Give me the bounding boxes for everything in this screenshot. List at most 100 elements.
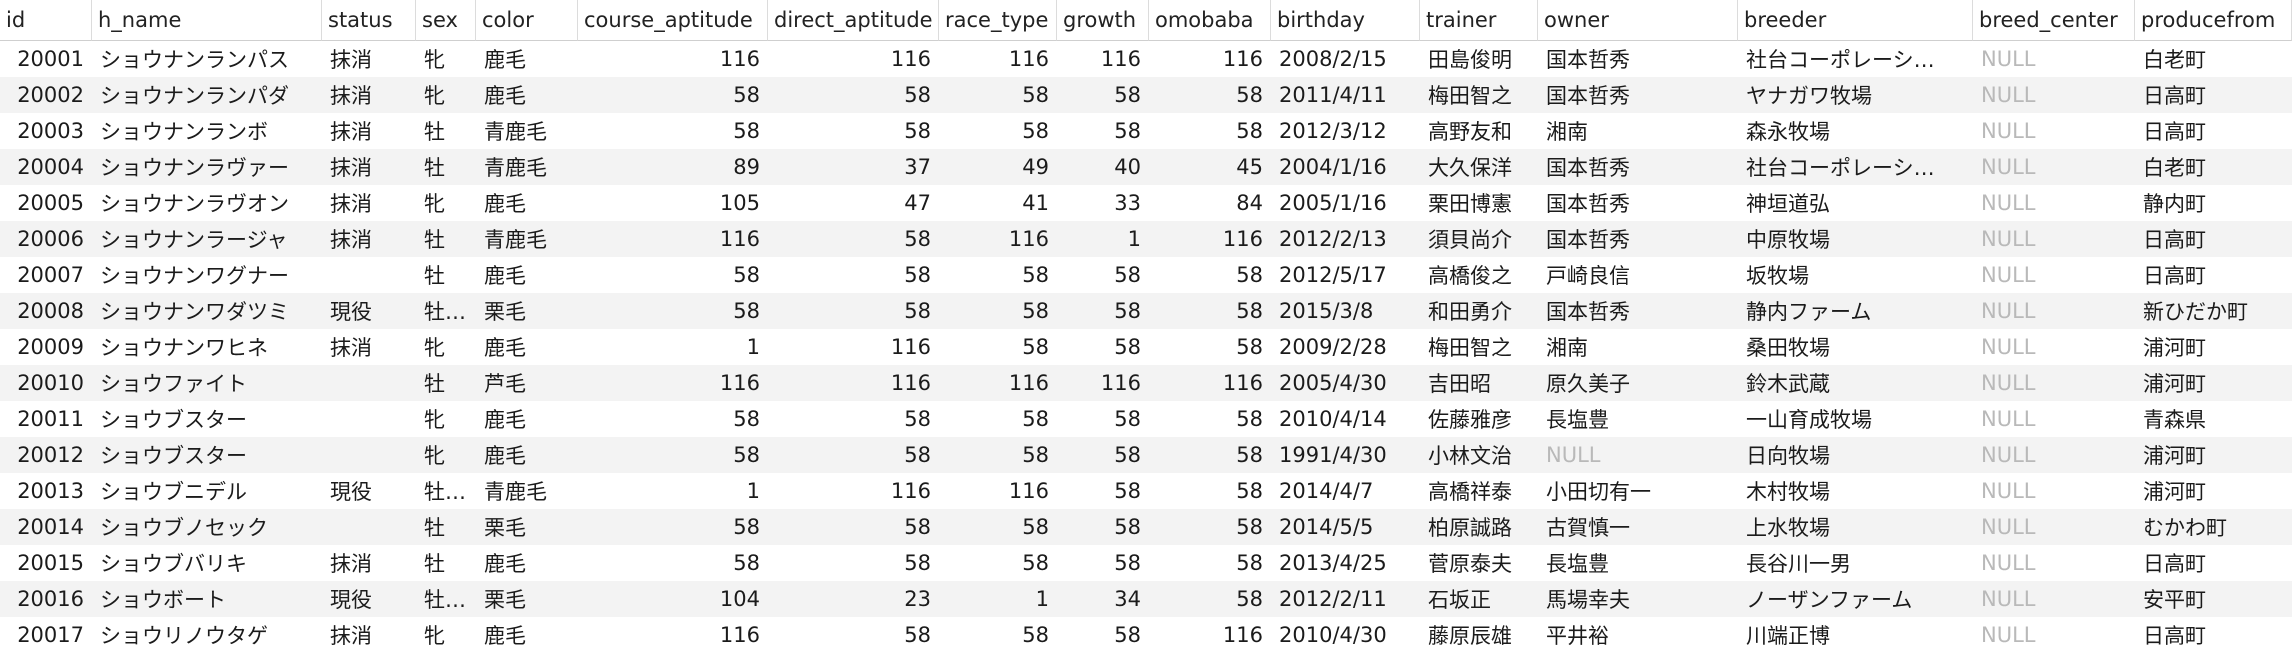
table-row[interactable]: 20003 ショウナンランボ 抹消 牡 青鹿毛 58 58 58 58 58 2012/3/12 高野… bbox=[0, 113, 2292, 149]
cell-direct-aptitude[interactable]: 58 bbox=[904, 263, 931, 287]
cell-growth[interactable]: 34 bbox=[1057, 581, 1149, 617]
cell-owner[interactable]: 国本哲秀 bbox=[1538, 77, 1738, 113]
cell-id[interactable]: 20017 bbox=[17, 623, 84, 647]
cell-growth[interactable]: 116 bbox=[1057, 365, 1149, 401]
cell-producefrom[interactable]: 日高町 bbox=[2135, 77, 2292, 113]
cell-status[interactable] bbox=[322, 365, 416, 401]
cell-direct-aptitude[interactable]: 37 bbox=[768, 149, 939, 185]
cell-owner[interactable]: 湘南 bbox=[1546, 120, 1588, 144]
cell-color[interactable]: 鹿毛 bbox=[476, 437, 578, 473]
cell-status[interactable]: 抹消 bbox=[330, 552, 372, 576]
cell-trainer[interactable]: 吉田昭 bbox=[1420, 365, 1538, 401]
column-header-growth[interactable]: growth bbox=[1057, 0, 1149, 41]
cell-h-name[interactable]: ショウナンランパス bbox=[100, 48, 289, 72]
cell-h-name[interactable]: ショウナンラヴァー bbox=[92, 149, 322, 185]
cell-color[interactable]: 鹿毛 bbox=[484, 624, 526, 648]
cell-trainer[interactable]: 高橋俊之 bbox=[1428, 264, 1512, 288]
cell-birthday[interactable]: 2012/3/12 bbox=[1279, 119, 1387, 143]
cell-trainer[interactable]: 高野友和 bbox=[1428, 120, 1512, 144]
cell-h-name[interactable]: ショウナンラージャ bbox=[92, 221, 322, 257]
cell-growth[interactable]: 58 bbox=[1114, 119, 1141, 143]
cell-color[interactable]: 鹿毛 bbox=[484, 48, 526, 72]
cell-owner[interactable]: 古賀慎一 bbox=[1538, 509, 1738, 545]
cell-breed-center[interactable]: NULL bbox=[1973, 437, 2135, 473]
column-header-color[interactable]: color bbox=[476, 0, 578, 41]
cell-h-name[interactable]: ショウブノセック bbox=[92, 509, 322, 545]
table-row[interactable]: 20011 ショウブスター 牝 鹿毛 58 58 58 58 58 2010/4/14 佐藤雅彦 長塩… bbox=[0, 401, 2292, 437]
cell-breeder[interactable]: 鈴木武蔵 bbox=[1738, 365, 1973, 401]
cell-birthday[interactable]: 1991/4/30 bbox=[1271, 437, 1420, 473]
cell-trainer[interactable]: 須貝尚介 bbox=[1420, 221, 1538, 257]
table-row[interactable]: 20002 ショウナンランパダ 抹消牝鹿毛 58 58 58 58 58 2011/4/11 梅田… bbox=[0, 77, 2292, 113]
cell-h-name[interactable]: ショウナンランボ bbox=[100, 120, 268, 144]
cell-breed-center[interactable]: NULL bbox=[1981, 191, 2036, 215]
table-row[interactable]: 20012 ショウブスター牝鹿毛 58 58 58 58 58 1991/4/30 小林文治 NU… bbox=[0, 437, 2292, 473]
cell-color[interactable]: 栗毛 bbox=[476, 509, 578, 545]
cell-id[interactable]: 20001 bbox=[17, 47, 84, 71]
cell-trainer[interactable]: 梅田智之 bbox=[1420, 77, 1538, 113]
cell-breeder[interactable]: ノーザンファーム bbox=[1738, 581, 1973, 617]
cell-color[interactable]: 栗毛 bbox=[476, 293, 578, 329]
cell-race-type[interactable]: 58 bbox=[939, 437, 1057, 473]
cell-race-type[interactable]: 58 bbox=[1022, 119, 1049, 143]
cell-omobaba[interactable]: 58 bbox=[1149, 509, 1271, 545]
cell-course-aptitude[interactable]: 116 bbox=[578, 221, 768, 257]
cell-color[interactable]: 青鹿毛 bbox=[484, 480, 547, 504]
cell-birthday[interactable]: 2010/4/30 bbox=[1279, 623, 1387, 647]
cell-direct-aptitude[interactable]: 116 bbox=[890, 335, 931, 359]
cell-omobaba[interactable]: 58 bbox=[1236, 407, 1263, 431]
cell-owner[interactable]: NULL bbox=[1538, 437, 1738, 473]
cell-direct-aptitude[interactable]: 58 bbox=[768, 509, 939, 545]
cell-race-type[interactable]: 58 bbox=[1022, 407, 1049, 431]
cell-color[interactable]: 芦毛 bbox=[476, 365, 578, 401]
cell-id[interactable]: 20014 bbox=[0, 509, 92, 545]
table-row[interactable]: 20017 ショウリノウタゲ 抹消 牝 鹿毛 116 58 58 58 116 2010/4/30 藤… bbox=[0, 617, 2292, 653]
cell-growth[interactable]: 58 bbox=[1114, 551, 1141, 575]
cell-sex[interactable]: 牡 bbox=[416, 149, 476, 185]
cell-breeder[interactable]: 木村牧場 bbox=[1746, 480, 1830, 504]
cell-course-aptitude[interactable]: 116 bbox=[719, 623, 760, 647]
cell-race-type[interactable]: 116 bbox=[1008, 479, 1049, 503]
cell-omobaba[interactable]: 58 bbox=[1236, 263, 1263, 287]
cell-breed-center[interactable]: NULL bbox=[1981, 47, 2036, 71]
table-row[interactable]: 20013 ショウブニデル 現役 牡… 青鹿毛 1 116 116 58 58 2014/4/7 高橋… bbox=[0, 473, 2292, 509]
table-row[interactable]: 20008 ショウナンワダツミ 現役 牡… 栗毛 58 58 58 58 58 2015/3/8 和田… bbox=[0, 293, 2292, 329]
cell-birthday[interactable]: 2012/2/13 bbox=[1271, 221, 1420, 257]
cell-omobaba[interactable]: 58 bbox=[1149, 293, 1271, 329]
cell-owner[interactable]: 国本哲秀 bbox=[1546, 192, 1630, 216]
cell-direct-aptitude[interactable]: 58 bbox=[904, 623, 931, 647]
cell-breeder[interactable]: ヤナガワ牧場 bbox=[1738, 77, 1973, 113]
cell-breeder[interactable]: 坂牧場 bbox=[1746, 264, 1809, 288]
cell-status[interactable]: 抹消 bbox=[330, 48, 372, 72]
cell-owner[interactable]: 国本哲秀 bbox=[1546, 48, 1630, 72]
cell-sex[interactable]: 牝 bbox=[424, 336, 445, 360]
cell-race-type[interactable]: 58 bbox=[1022, 263, 1049, 287]
cell-birthday[interactable]: 2005/4/30 bbox=[1271, 365, 1420, 401]
cell-direct-aptitude[interactable]: 116 bbox=[890, 479, 931, 503]
cell-producefrom[interactable]: 日高町 bbox=[2143, 624, 2206, 648]
cell-omobaba[interactable]: 116 bbox=[1222, 47, 1263, 71]
cell-growth[interactable]: 58 bbox=[1114, 263, 1141, 287]
cell-course-aptitude[interactable]: 58 bbox=[733, 551, 760, 575]
cell-owner[interactable]: 長塩豊 bbox=[1546, 552, 1609, 576]
cell-omobaba[interactable]: 58 bbox=[1236, 335, 1263, 359]
cell-birthday[interactable]: 2014/4/7 bbox=[1279, 479, 1374, 503]
cell-h-name[interactable]: ショウナンランパダ bbox=[92, 77, 322, 113]
cell-producefrom[interactable]: 日高町 bbox=[2143, 120, 2206, 144]
cell-owner[interactable]: 国本哲秀 bbox=[1538, 221, 1738, 257]
cell-breed-center[interactable]: NULL bbox=[1973, 221, 2135, 257]
cell-h-name[interactable]: ショウナンワヒネ bbox=[100, 336, 268, 360]
table-row[interactable]: 20005 ショウナンラヴオン 抹消 牝 鹿毛 105 47 41 33 84 2005/1/16 栗… bbox=[0, 185, 2292, 221]
cell-status[interactable]: 抹消 bbox=[330, 624, 372, 648]
cell-race-type[interactable]: 1 bbox=[939, 581, 1057, 617]
cell-id[interactable]: 20005 bbox=[17, 191, 84, 215]
table-row[interactable]: 20007 ショウナンワグナー 牡 鹿毛 58 58 58 58 58 2012/5/17 高橋俊之… bbox=[0, 257, 2292, 293]
cell-status[interactable]: 抹消 bbox=[330, 336, 372, 360]
column-header-course-aptitude[interactable]: course_aptitude bbox=[578, 0, 768, 41]
cell-breeder[interactable]: 森永牧場 bbox=[1746, 120, 1830, 144]
cell-id[interactable]: 20010 bbox=[0, 365, 92, 401]
cell-status[interactable]: 抹消 bbox=[322, 149, 416, 185]
cell-sex[interactable]: 牡… bbox=[424, 480, 466, 504]
cell-breed-center[interactable]: NULL bbox=[1981, 335, 2036, 359]
cell-birthday[interactable]: 2014/5/5 bbox=[1271, 509, 1420, 545]
